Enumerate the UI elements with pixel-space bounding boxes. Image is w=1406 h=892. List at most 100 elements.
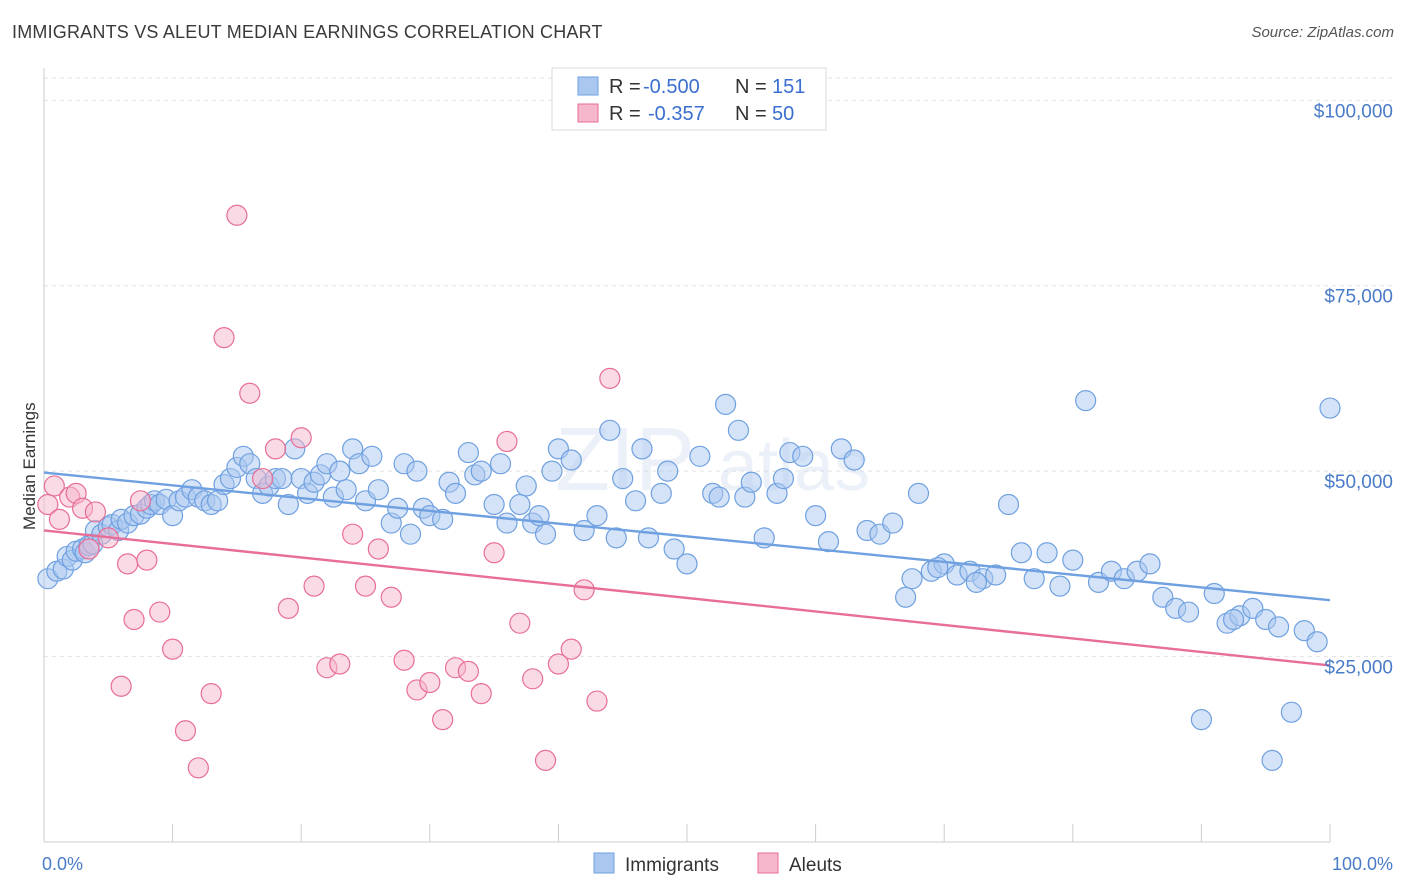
aleuts-point [573,579,595,601]
aleuts-point [187,757,209,779]
y-tick-label: $75,000 [1324,287,1393,308]
legend-r-value-2: -0.357 [648,103,705,125]
legend-r-label-1: R = [609,76,641,98]
immigrants-point [714,393,737,415]
immigrants-point [907,482,930,504]
aleuts-point [200,683,222,705]
aleuts-point [496,430,518,453]
immigrants-point [1280,701,1303,723]
aleuts-point [342,523,364,545]
aleuts-point [290,427,312,449]
chart-title: IMMIGRANTS VS ALEUT MEDIAN EARNINGS CORR… [12,22,603,42]
aleuts-point [149,601,171,623]
immigrants-point [1023,568,1045,590]
aleuts-point [123,608,145,631]
y-tick-labels: $25,000 $50,000 $75,000 $100,000 [1314,101,1393,678]
immigrants-point [1036,542,1058,564]
immigrants-point [650,482,672,504]
immigrants-point [1306,631,1328,653]
aleuts-point [37,493,59,516]
immigrants-point [432,508,454,530]
aleuts-point [586,690,608,712]
immigrants-point [361,445,383,467]
aleuts-point [457,660,479,682]
legend-r-label-2: R = [609,103,641,125]
legend-n-value-1: 151 [772,76,805,98]
immigrants-point [1267,616,1290,638]
y-tick-label: $50,000 [1324,472,1393,493]
immigrants-point [444,482,467,504]
immigrants-point [541,460,563,482]
immigrants-point [605,527,627,549]
immigrants-point [496,512,518,534]
immigrants-point [1139,553,1161,575]
y-axis-label: Median Earnings [20,402,39,530]
aleuts-point [213,327,235,349]
aleuts-point [226,204,248,226]
bottom-legend-swatch-aleuts [757,852,779,874]
legend-n-label-2: N = [735,103,767,125]
aleuts-point [329,653,351,675]
aleuts-trend-line [43,529,1331,667]
immigrants-point [985,564,1007,586]
immigrants-point [676,553,698,575]
legend-swatch-aleuts [577,103,599,123]
aleuts-point [547,653,570,675]
immigrants-point [1010,542,1032,564]
aleuts-point [393,649,415,671]
trend-lines [43,471,1331,667]
immigrants-point [663,538,685,560]
immigrants-point [335,479,357,501]
immigrants-point [708,486,730,508]
immigrants-point [399,523,422,545]
immigrants-point [483,493,505,516]
immigrants-point [727,419,750,441]
immigrants-point [1075,390,1097,412]
aleuts-points [37,204,621,779]
chart-source: Source: ZipAtlas.com [1251,24,1394,41]
grid-lines [44,77,1395,658]
aleuts-point [509,612,531,634]
aleuts-point [534,749,557,772]
immigrants-point [1177,601,1200,623]
immigrants-point [367,479,389,501]
aleuts-point [252,467,274,490]
y-tick-label: $25,000 [1324,658,1393,679]
immigrants-point [457,441,479,464]
aleuts-point [78,538,100,560]
aleuts-point [129,490,152,512]
stats-legend: R = -0.500 N = 151 R = -0.357 N = 50 [551,67,827,131]
immigrants-point [997,493,1020,516]
aleuts-point [432,709,454,731]
immigrants-point [534,523,557,545]
immigrants-point [804,505,827,527]
legend-n-value-2: 50 [772,103,794,125]
immigrants-point [406,460,428,482]
aleuts-point [43,475,65,497]
immigrants-point [1190,709,1213,731]
immigrants-point [631,438,653,460]
immigrants-point [965,571,987,593]
aleuts-point [354,575,377,597]
immigrants-point [612,467,634,490]
immigrants-point [489,453,512,475]
immigrants-point [1319,397,1341,419]
aleuts-point [264,438,287,460]
immigrants-point [689,445,711,467]
bottom-legend-swatch-immigrants [593,852,615,874]
axes [43,68,1331,843]
legend-swatch-immigrants [577,76,599,96]
immigrants-point [586,505,608,527]
x-tick-max: 100.0% [1332,854,1393,874]
immigrants-trend-line [43,471,1331,602]
immigrants-point [740,471,762,493]
immigrants-point [901,568,923,590]
immigrants-point [792,445,814,467]
x-tick-min: 0.0% [42,854,83,874]
aleuts-point [136,549,158,571]
aleuts-point [367,538,389,560]
immigrants-point [560,449,582,471]
aleuts-point [110,675,132,697]
immigrants-point [329,460,351,482]
aleuts-point [470,683,492,705]
